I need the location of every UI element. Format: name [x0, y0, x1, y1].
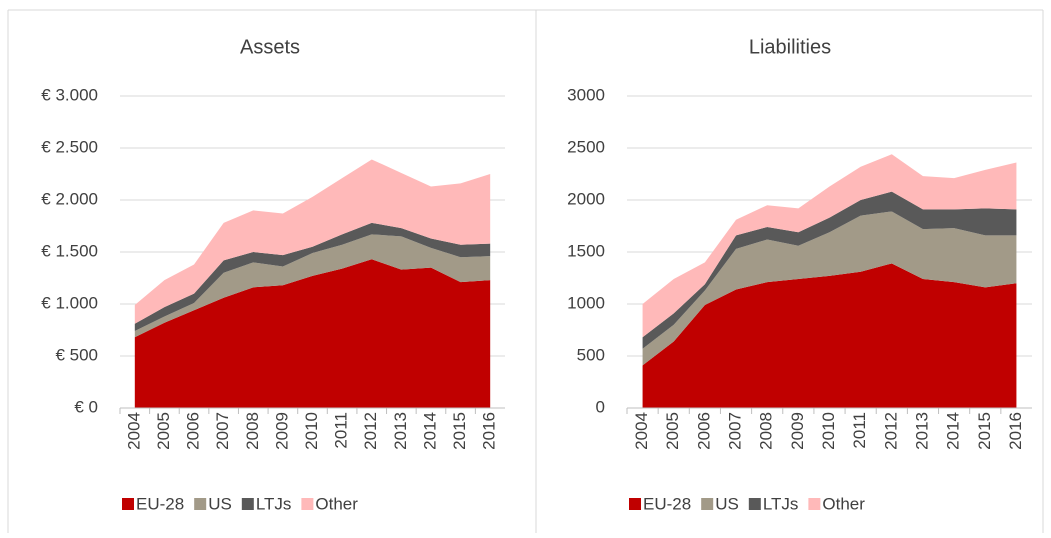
x-tick-label: 2014 [420, 412, 439, 450]
x-tick-label: 2006 [184, 412, 203, 450]
legend-swatch [629, 498, 641, 510]
legend-label: EU-28 [643, 494, 691, 513]
y-tick-label: 1000 [567, 293, 605, 312]
legend-swatch [122, 498, 134, 510]
legend-label: US [715, 494, 739, 513]
x-tick-label: 2012 [881, 412, 900, 450]
x-tick-label: 2011 [850, 412, 869, 449]
y-tick-label: € 3.000 [41, 85, 98, 104]
area [134, 234, 491, 338]
x-tick-label: 2016 [480, 412, 499, 450]
x-tick-label: 2009 [272, 412, 291, 450]
chart-title: Liabilities [749, 36, 831, 58]
y-tick-label: 2000 [567, 189, 605, 208]
x-tick-label: 2007 [213, 412, 232, 450]
x-tick-label: 2015 [975, 412, 994, 450]
y-tick-label: 1500 [567, 241, 605, 260]
x-tick-label: 2008 [757, 412, 776, 450]
legend-label: LTJs [256, 494, 292, 513]
x-tick-label: 2005 [154, 412, 173, 450]
legend-swatch [808, 498, 821, 510]
legend-swatch [194, 498, 207, 510]
x-tick-label: 2011 [332, 412, 351, 449]
y-tick-label: € 1.000 [41, 293, 98, 312]
legend-label: Other [315, 494, 358, 513]
area [642, 211, 1017, 366]
y-tick-label: € 2.000 [41, 189, 98, 208]
x-tick-label: 2010 [819, 412, 838, 450]
legend-swatch [701, 498, 714, 510]
y-tick-label: 0 [596, 397, 605, 416]
area [642, 154, 1017, 338]
area [134, 259, 491, 408]
y-tick-label: 2500 [567, 137, 605, 156]
y-tick-label: 3000 [567, 85, 605, 104]
legend-label: LTJs [763, 494, 799, 513]
x-tick-label: 2006 [694, 412, 713, 450]
x-tick-label: 2005 [663, 412, 682, 450]
y-tick-label: € 2.500 [41, 137, 98, 156]
legend-label: US [208, 494, 232, 513]
x-tick-label: 2016 [1006, 412, 1025, 450]
x-tick-label: 2009 [788, 412, 807, 450]
y-tick-label: € 0 [74, 397, 98, 416]
x-tick-label: 2015 [450, 412, 469, 450]
x-tick-label: 2013 [912, 412, 931, 450]
y-tick-label: 500 [577, 345, 605, 364]
x-tick-label: 2013 [391, 412, 410, 450]
area [642, 191, 1017, 349]
x-tick-label: 2007 [726, 412, 745, 450]
area [642, 263, 1017, 408]
x-tick-label: 2004 [124, 412, 143, 450]
chart-title: Assets [240, 36, 300, 58]
legend-label: Other [822, 494, 865, 513]
x-tick-label: 2010 [302, 412, 321, 450]
x-tick-label: 2004 [632, 412, 651, 450]
legend-swatch [301, 498, 314, 510]
x-tick-label: 2012 [361, 412, 380, 450]
legend-label: EU-28 [136, 494, 184, 513]
area [134, 159, 491, 324]
legend-swatch [748, 498, 761, 510]
x-tick-label: 2008 [243, 412, 262, 450]
x-tick-label: 2014 [944, 412, 963, 450]
legend-swatch [241, 498, 254, 510]
y-tick-label: € 1.500 [41, 241, 98, 260]
y-tick-label: € 500 [55, 345, 98, 364]
